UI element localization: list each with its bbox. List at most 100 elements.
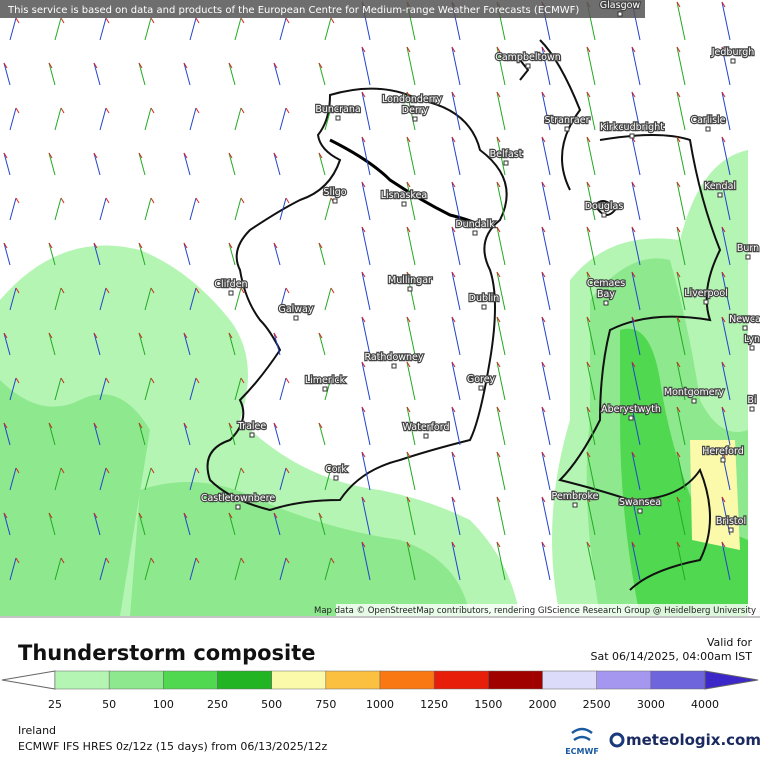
wind-arrow-head xyxy=(676,406,681,413)
place-label: Liverpool xyxy=(684,288,728,299)
wind-arrow-head xyxy=(631,406,636,413)
wind-arrow-head xyxy=(586,316,591,323)
place-label: Douglas xyxy=(585,201,624,212)
wind-arrow xyxy=(318,332,326,356)
wind-arrow xyxy=(138,512,146,536)
place-label: Londonderry xyxy=(382,94,442,105)
wind-arrow-head xyxy=(15,377,20,384)
wind-arrow xyxy=(361,181,371,221)
wind-arrow-head xyxy=(361,91,366,98)
valid-time: Sat 06/14/2025, 04:00am IST xyxy=(590,650,752,663)
wind-arrow xyxy=(189,287,197,311)
wind-arrow-head xyxy=(93,152,98,159)
place-label: Jedburgh xyxy=(711,47,755,58)
wind-arrow-head xyxy=(361,271,366,278)
place-label: Bay xyxy=(597,289,615,300)
wind-arrow xyxy=(586,361,596,401)
wind-arrow xyxy=(721,406,731,446)
wind-arrow-head xyxy=(721,226,726,233)
wind-arrow-head xyxy=(60,377,65,384)
wind-arrow-head xyxy=(228,512,233,519)
wind-arrow xyxy=(586,226,596,266)
wind-arrow xyxy=(541,316,551,356)
wind-arrow xyxy=(406,451,416,491)
wind-arrow xyxy=(54,287,62,311)
wind-arrow xyxy=(189,377,197,401)
wind-arrow xyxy=(496,541,506,581)
wind-arrow-head xyxy=(361,136,366,143)
wind-arrow-head xyxy=(721,136,726,143)
wind-arrow-head xyxy=(138,152,143,159)
wind-arrow xyxy=(318,62,326,86)
wind-arrow-head xyxy=(228,422,233,429)
wind-arrow-head xyxy=(48,62,53,69)
ecmwf-logo: ECMWF xyxy=(565,747,599,756)
wind-arrow-head xyxy=(676,91,681,98)
place-label: Newca xyxy=(729,314,760,325)
wind-arrow-head xyxy=(273,332,278,339)
wind-arrow xyxy=(54,107,62,131)
wind-arrow-head xyxy=(361,226,366,233)
wind-arrow xyxy=(541,181,551,221)
wind-arrow-head xyxy=(3,332,8,339)
wind-arrow xyxy=(318,152,326,176)
wind-arrow-head xyxy=(496,46,501,53)
wind-arrow-head xyxy=(3,62,8,69)
wind-arrow-head xyxy=(105,467,110,474)
wind-arrow xyxy=(586,541,596,581)
wind-arrow xyxy=(3,512,11,536)
wind-arrow-head xyxy=(48,332,53,339)
wind-arrow xyxy=(99,107,107,131)
wind-arrow xyxy=(586,496,596,536)
wind-arrow-head xyxy=(60,287,65,294)
wind-arrow-head xyxy=(48,422,53,429)
place-marker xyxy=(481,304,487,310)
wind-arrow-head xyxy=(496,136,501,143)
wind-arrow xyxy=(541,496,551,536)
wind-arrow-head xyxy=(361,361,366,368)
place-marker xyxy=(617,11,623,17)
place-label: Limerick xyxy=(305,375,346,386)
wind-arrow xyxy=(99,377,107,401)
wind-arrow xyxy=(279,557,287,581)
wind-arrow xyxy=(144,107,152,131)
wind-arrow-head xyxy=(676,361,681,368)
wind-arrow xyxy=(9,557,17,581)
wind-arrow xyxy=(324,287,332,311)
wind-arrow xyxy=(93,332,101,356)
wind-arrow-head xyxy=(676,541,681,548)
colorbar-label: 100 xyxy=(153,698,174,711)
wind-arrow xyxy=(361,271,371,311)
wind-arrow xyxy=(721,316,731,356)
wind-arrow-head xyxy=(721,91,726,98)
wind-arrow-head xyxy=(631,316,636,323)
place-label: Pembroke xyxy=(551,491,598,502)
wind-arrow xyxy=(361,361,371,401)
valid-label: Valid for xyxy=(707,636,753,649)
wind-arrow xyxy=(273,512,281,536)
wind-arrow-head xyxy=(150,557,155,564)
wind-arrow xyxy=(183,512,191,536)
wind-arrow xyxy=(3,152,11,176)
wind-arrow-head xyxy=(361,406,366,413)
legend-title: Thunderstorm composite xyxy=(18,641,316,665)
wind-arrow xyxy=(541,361,551,401)
wind-arrow xyxy=(234,17,242,41)
wind-arrow-head xyxy=(676,451,681,458)
wind-arrow-head xyxy=(3,512,8,519)
place-label: Galway xyxy=(278,304,313,315)
wind-arrow-head xyxy=(631,496,636,503)
place-marker xyxy=(637,508,643,514)
wind-arrow xyxy=(721,181,731,221)
wind-arrow xyxy=(496,46,506,86)
wind-arrow-head xyxy=(631,541,636,548)
wind-arrow xyxy=(318,422,326,446)
wind-barbs xyxy=(3,1,731,581)
wind-arrow xyxy=(228,152,236,176)
wind-arrow xyxy=(54,197,62,221)
wind-arrow xyxy=(676,316,686,356)
wind-arrow xyxy=(361,406,371,446)
wind-arrow-head xyxy=(138,62,143,69)
wind-arrow-head xyxy=(93,332,98,339)
